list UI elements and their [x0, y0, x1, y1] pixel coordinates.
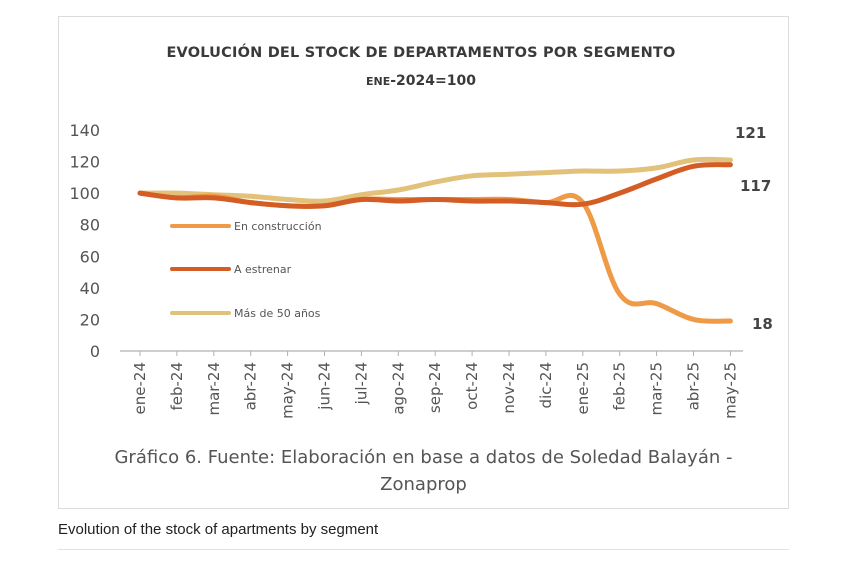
legend-label: En construcción	[234, 220, 322, 233]
chart-subtitle: ENE-2024=100	[0, 73, 842, 89]
y-tick-label: 60	[80, 247, 100, 266]
x-tick-label: feb-24	[168, 362, 186, 411]
end-value-label: 121	[735, 124, 766, 142]
source-text-line2: Zonaprop	[380, 474, 467, 495]
x-tick-label: nov-24	[500, 362, 518, 414]
x-tick-label: dic-24	[537, 362, 555, 408]
y-tick-label: 80	[80, 216, 100, 235]
caption-divider	[58, 549, 789, 550]
x-tick-label: ago-24	[389, 362, 407, 415]
x-tick-label: mar-24	[205, 362, 223, 416]
end-value-label: 117	[740, 177, 771, 195]
y-tick-label: 120	[69, 153, 100, 172]
source-text-line1: Gráfico 6. Fuente: Elaboración en base a…	[114, 447, 733, 468]
legend-label: A estrenar	[234, 263, 292, 276]
x-tick-label: abr-24	[242, 362, 260, 410]
subtitle-prefix: ENE	[366, 75, 391, 88]
end-value-label: 18	[752, 315, 773, 333]
x-tick-label: ene-24	[131, 362, 149, 414]
x-tick-label: feb-25	[611, 362, 629, 411]
subtitle-suffix: -2024=100	[390, 73, 476, 89]
x-tick-label: sep-24	[426, 362, 444, 413]
y-tick-label: 20	[80, 310, 100, 329]
series-line-en-construccion	[137, 190, 733, 324]
x-tick-label: jul-24	[352, 362, 370, 405]
figure-caption: Evolution of the stock of apartments by …	[58, 521, 379, 538]
legend-label: Más de 50 años	[234, 307, 321, 320]
x-tick-label: jun-24	[316, 362, 334, 411]
figure-frame	[58, 16, 789, 509]
y-tick-label: 140	[69, 121, 100, 140]
x-tick-label: may-24	[279, 362, 297, 419]
x-tick-label: oct-24	[463, 362, 481, 410]
chart-title: EVOLUCIÓN DEL STOCK DE DEPARTAMENTOS POR…	[166, 45, 676, 61]
y-tick-label: 40	[80, 279, 100, 298]
series-line-a-estrenar	[137, 162, 733, 209]
x-tick-label: abr-25	[685, 362, 703, 410]
series-line-mas-de-50-anos	[137, 156, 733, 204]
x-tick-label: may-25	[721, 362, 739, 419]
y-tick-label: 0	[90, 342, 100, 361]
y-tick-label: 100	[69, 184, 100, 203]
x-tick-label: ene-25	[574, 362, 592, 414]
x-tick-label: mar-25	[648, 362, 666, 416]
